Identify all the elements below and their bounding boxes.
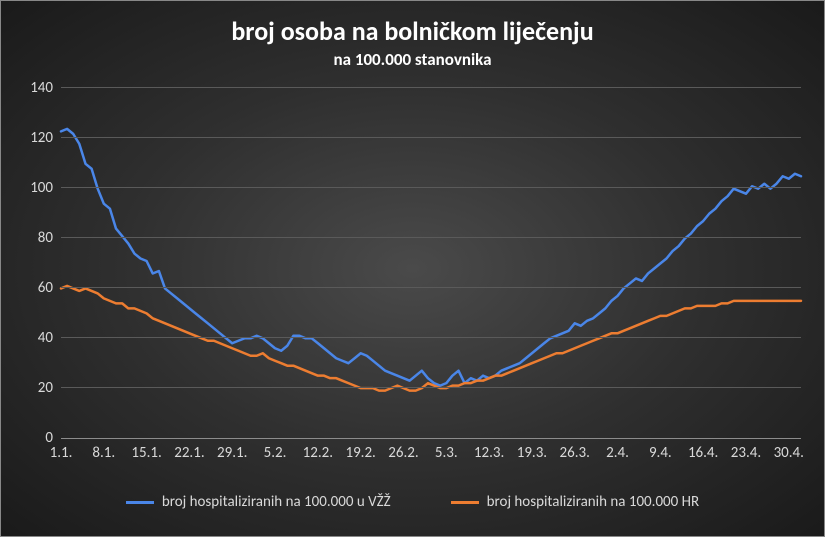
x-axis-tick: 5.3. xyxy=(435,444,458,462)
chart-title: broj osoba na bolničkom liječenju xyxy=(1,15,824,47)
gridline xyxy=(61,137,801,138)
x-axis-tick: 26.2. xyxy=(388,444,418,462)
x-axis-tick: 29.1. xyxy=(217,444,247,462)
legend-item-hr: broj hospitaliziranih na 100.000 HR xyxy=(451,493,699,511)
gridline xyxy=(61,87,801,88)
legend-swatch xyxy=(451,501,479,504)
x-axis-tick: 1.1. xyxy=(50,444,73,462)
legend-label: broj hospitaliziranih na 100.000 u VŽŽ xyxy=(162,493,391,511)
y-axis-tick: 20 xyxy=(38,379,53,397)
y-axis-tick: 100 xyxy=(30,179,53,197)
x-axis-tick: 2.4. xyxy=(606,444,629,462)
legend-swatch xyxy=(126,501,154,504)
x-axis-tick: 23.4. xyxy=(731,444,761,462)
y-axis-tick: 60 xyxy=(38,279,53,297)
series-line-vzz xyxy=(61,129,801,386)
chart-subtitle: na 100.000 stanovnika xyxy=(1,49,824,70)
x-axis-tick: 5.2. xyxy=(264,444,287,462)
legend-label: broj hospitaliziranih na 100.000 HR xyxy=(487,493,699,511)
x-axis-tick: 12.3. xyxy=(474,444,504,462)
x-axis-tick: 8.1. xyxy=(92,444,115,462)
gridline xyxy=(61,237,801,238)
x-axis-tick: 26.3. xyxy=(560,444,590,462)
gridline xyxy=(61,387,801,388)
x-axis-tick: 19.2. xyxy=(345,444,375,462)
legend: broj hospitaliziranih na 100.000 u VŽŽ br… xyxy=(1,493,824,511)
x-axis-tick: 19.3. xyxy=(517,444,547,462)
line-svg xyxy=(61,89,801,438)
plot-area: 0204060801001201401.1.8.1.15.1.22.1.29.1… xyxy=(61,89,801,439)
x-axis-tick: 9.4. xyxy=(649,444,672,462)
x-axis-tick: 15.1. xyxy=(131,444,161,462)
x-axis-tick: 30.4. xyxy=(774,444,804,462)
y-axis-tick: 40 xyxy=(38,329,53,347)
y-axis-tick: 120 xyxy=(30,129,53,147)
x-axis-tick: 12.2. xyxy=(303,444,333,462)
y-axis-tick: 80 xyxy=(38,229,53,247)
title-block: broj osoba na bolničkom liječenju na 100… xyxy=(1,1,824,70)
gridline xyxy=(61,287,801,288)
chart-container: broj osoba na bolničkom liječenju na 100… xyxy=(0,0,825,537)
series-line-hr xyxy=(61,286,801,391)
x-axis-tick: 16.4. xyxy=(688,444,718,462)
legend-item-vzz: broj hospitaliziranih na 100.000 u VŽŽ xyxy=(126,493,391,511)
y-axis-tick: 140 xyxy=(30,79,53,97)
x-axis-tick: 22.1. xyxy=(174,444,204,462)
gridline xyxy=(61,337,801,338)
gridline xyxy=(61,187,801,188)
